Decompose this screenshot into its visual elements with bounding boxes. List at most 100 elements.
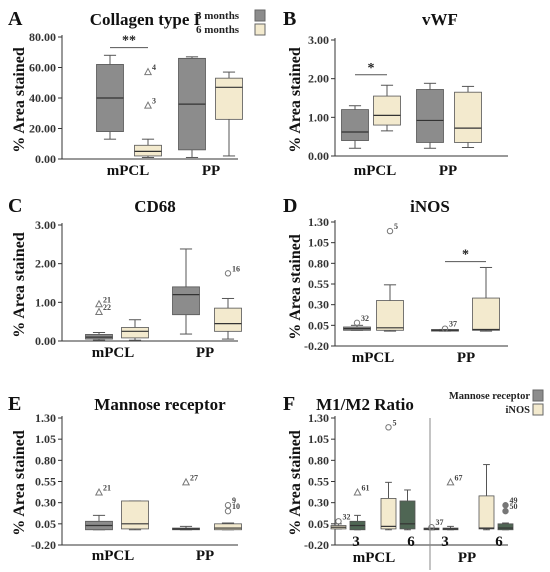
box-plot — [85, 331, 113, 341]
x-category-label: mPCL — [354, 163, 397, 179]
significance-label: ** — [122, 34, 136, 49]
legend-label: iNOS — [505, 405, 530, 416]
box-iqr — [172, 286, 200, 316]
outlier-point — [386, 227, 394, 235]
panel-letter: F — [283, 393, 295, 415]
outlier-point — [224, 502, 232, 509]
y-tick-label: 1.30 — [35, 411, 56, 425]
box-iqr — [121, 500, 149, 530]
box-plot — [330, 523, 347, 530]
outlier-point — [441, 325, 449, 332]
y-tick-label: -0.20 — [304, 538, 329, 552]
y-tick-label: 0.55 — [308, 277, 329, 291]
box-plot — [172, 248, 200, 335]
outlier-point — [94, 299, 104, 308]
box-plot — [349, 514, 366, 531]
x-category-label: PP — [457, 350, 475, 366]
box-plot — [96, 54, 124, 140]
legend-swatch — [532, 389, 544, 402]
box-plot — [341, 105, 369, 149]
outlier-point — [335, 518, 342, 525]
y-tick-label: 1.30 — [308, 411, 329, 425]
panel-A: A Collagen type I % Area stained 0.00 20.00 4… — [8, 8, 266, 179]
y-tick-label: 1.30 — [308, 215, 329, 229]
y-tick-label: 0.05 — [35, 517, 56, 531]
y-tick-label: 1.05 — [308, 432, 329, 446]
box-iqr — [134, 144, 162, 157]
panel-F: F M1/M2 Ratio % Area stained-0.20 0.05 0.30 0… — [283, 389, 544, 570]
x-subcategory-label: 3 — [352, 534, 360, 550]
box-plot — [416, 82, 444, 149]
box-iqr — [215, 77, 243, 120]
outlier-point — [428, 524, 435, 531]
y-axis-label: % Area stained — [11, 430, 28, 536]
x-category-label: PP — [196, 548, 214, 564]
box-plot — [172, 525, 200, 531]
y-tick-label: 0.00 — [35, 334, 56, 348]
outlier-point — [224, 507, 232, 515]
x-category-label: mPCL — [353, 550, 396, 566]
y-tick-label: 0.00 — [35, 152, 56, 166]
outlier-point — [502, 507, 509, 515]
box-iqr — [214, 523, 242, 531]
outlier-label: 37 — [449, 320, 457, 329]
y-axis-label: % Area stained — [11, 47, 28, 153]
box-plot — [85, 514, 113, 531]
box-plot — [214, 522, 242, 531]
y-tick-label: 0.05 — [308, 318, 329, 332]
outlier-label: 10 — [232, 502, 240, 511]
outlier-label: 21 — [103, 295, 111, 304]
box-plot — [442, 525, 459, 531]
box-iqr — [380, 498, 397, 530]
x-category-label: mPCL — [92, 345, 135, 361]
y-tick-label: -0.20 — [31, 538, 56, 552]
y-tick-label: 0.05 — [308, 517, 329, 531]
box-plot — [454, 85, 482, 148]
outlier-point — [143, 67, 153, 76]
outlier-point — [353, 487, 362, 496]
y-tick-label: 3.00 — [308, 33, 329, 47]
box-iqr — [454, 91, 482, 143]
outlier-label: 16 — [232, 264, 240, 273]
outlier-point — [143, 101, 153, 109]
y-tick-label: 0.55 — [35, 475, 56, 489]
y-tick-label: 0.30 — [35, 496, 56, 510]
box-plot — [380, 481, 397, 531]
outlier-label: 5 — [393, 418, 397, 427]
box-plot — [497, 522, 514, 531]
y-tick-label: 2.00 — [35, 257, 56, 271]
box-iqr — [341, 109, 369, 141]
box-plot — [121, 319, 149, 341]
y-tick-label: 1.05 — [308, 236, 329, 250]
y-tick-label: 0.30 — [308, 496, 329, 510]
panel-letter: A — [8, 8, 23, 30]
chart-title: M1/M2 Ratio — [316, 395, 414, 414]
box-plot — [399, 489, 416, 531]
legend-swatch — [254, 9, 266, 22]
outlier-label: 22 — [103, 303, 111, 312]
box-plot — [343, 324, 371, 331]
outlier-label: 32 — [343, 512, 351, 521]
box-iqr — [373, 95, 401, 126]
significance-label: * — [462, 248, 469, 263]
panel-letter: B — [283, 8, 296, 30]
y-tick-label: 0.30 — [308, 298, 329, 312]
x-subcategory-label: 6 — [407, 534, 415, 550]
box-plot — [121, 500, 149, 531]
box-plot — [478, 464, 495, 531]
box-iqr — [121, 327, 149, 339]
y-tick-label: 0.00 — [308, 149, 329, 163]
y-axis-label: % Area stained — [287, 234, 304, 340]
legend-label: 6 months — [196, 24, 240, 36]
x-category-label: PP — [439, 163, 457, 179]
y-tick-label: 80.00 — [29, 30, 56, 44]
box-iqr — [399, 500, 416, 530]
outlier-label: 27 — [190, 473, 198, 482]
chart-title: Collagen type I — [90, 10, 201, 29]
outlier-label: 3 — [152, 97, 156, 106]
y-axis-label: % Area stained — [11, 232, 28, 338]
box-plot — [214, 297, 242, 340]
